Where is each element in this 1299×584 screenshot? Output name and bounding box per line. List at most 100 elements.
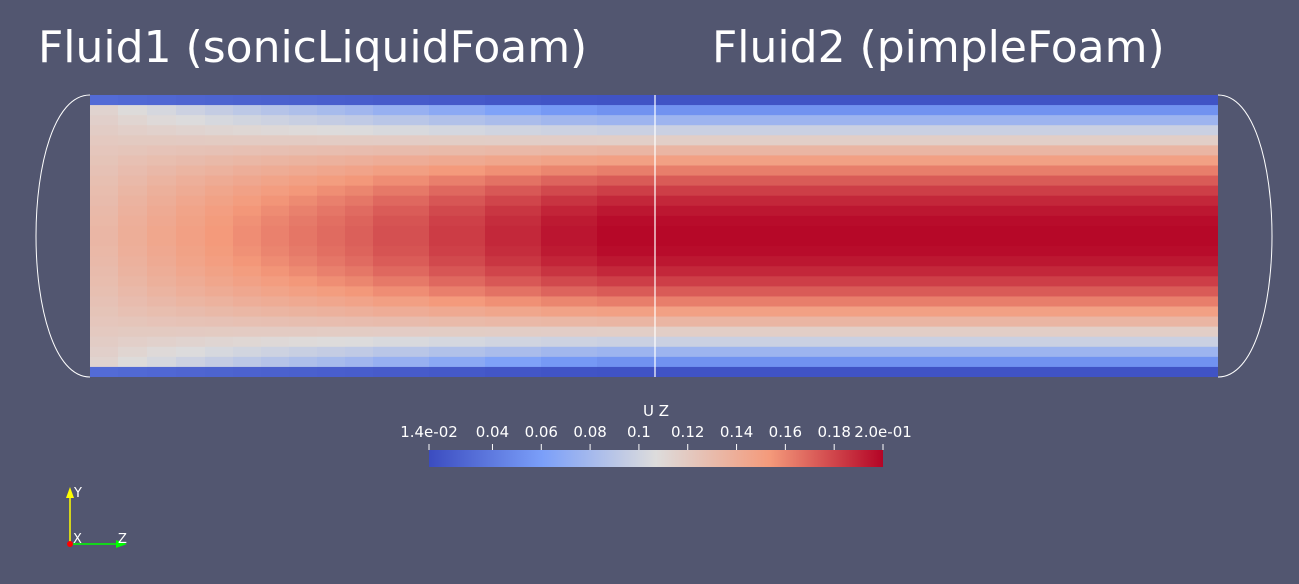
field-cell [877, 236, 934, 247]
field-cell [118, 236, 148, 247]
field-cell [317, 165, 346, 177]
field-cell [373, 135, 430, 146]
field-cell [989, 316, 1046, 328]
field-cell [345, 266, 374, 277]
field-cell [1213, 185, 1218, 197]
field-cell [233, 336, 262, 348]
field-cell [1101, 356, 1158, 368]
field-cell [877, 145, 934, 157]
field-cell [429, 185, 486, 197]
field-cell [1213, 336, 1218, 348]
field-cell [653, 145, 710, 157]
field-cell [90, 366, 119, 377]
field-cell [877, 225, 934, 237]
field-cell [821, 336, 878, 348]
field-cell [1157, 276, 1214, 287]
field-cell [1213, 165, 1218, 177]
field-cell [205, 366, 234, 377]
field-cell [877, 346, 934, 358]
field-cell [709, 125, 766, 136]
field-cell [653, 205, 710, 217]
field-cell [233, 316, 262, 328]
field-cell [597, 356, 654, 368]
field-cell [317, 276, 346, 287]
field-cell [90, 105, 119, 116]
field-cell [765, 205, 822, 217]
field-cell [765, 165, 822, 177]
field-cell [90, 346, 119, 358]
field-cell [289, 165, 318, 177]
field-cell [345, 276, 374, 287]
field-cell [373, 286, 430, 298]
field-cell [821, 115, 878, 126]
field-cell [429, 195, 486, 207]
field-cell [1157, 316, 1214, 328]
field-cell [1045, 296, 1102, 308]
field-cell [485, 215, 542, 227]
field-cell [317, 266, 346, 277]
field-cell [765, 125, 822, 136]
field-cell [90, 195, 119, 207]
field-cell [1157, 266, 1214, 277]
field-cell [1157, 246, 1214, 257]
field-cell [373, 155, 430, 167]
field-cell [1045, 336, 1102, 348]
field-cell [765, 296, 822, 308]
field-cell [176, 356, 206, 368]
field-cell [261, 336, 290, 348]
field-cell [541, 185, 598, 197]
field-cell [821, 175, 878, 187]
field-cell [1101, 145, 1158, 157]
field-cell [176, 175, 206, 187]
field-cell [147, 155, 177, 167]
field-cell [1045, 286, 1102, 298]
field-cell [205, 246, 234, 257]
field-cell [205, 336, 234, 348]
field-cell [709, 155, 766, 167]
field-cell [289, 346, 318, 358]
field-cell [118, 205, 148, 217]
field-cell [485, 205, 542, 217]
field-cell [1157, 185, 1214, 197]
field-cell [1213, 145, 1218, 157]
field-cell [933, 95, 990, 106]
field-cell [289, 195, 318, 207]
field-cell [989, 276, 1046, 287]
field-cell [485, 95, 542, 106]
field-cell [1157, 256, 1214, 267]
field-cell [1157, 155, 1214, 167]
field-cell [709, 175, 766, 187]
field-cell [118, 185, 148, 197]
field-cell [147, 336, 177, 348]
field-cell [1101, 236, 1158, 247]
field-cell [933, 366, 990, 377]
field-cell [877, 256, 934, 267]
field-cell [597, 366, 654, 377]
field-cell [176, 165, 206, 177]
field-cell [176, 145, 206, 157]
field-cell [147, 286, 177, 298]
field-cell [541, 356, 598, 368]
field-cell [877, 316, 934, 328]
field-cell [485, 296, 542, 308]
field-cell [653, 125, 710, 136]
field-cell [233, 326, 262, 338]
field-cell [597, 175, 654, 187]
field-cell [317, 236, 346, 247]
field-cell [821, 366, 878, 377]
field-cell [1045, 215, 1102, 227]
field-cell [485, 336, 542, 348]
field-cell [261, 135, 290, 146]
field-cell [541, 326, 598, 338]
field-cell [317, 215, 346, 227]
field-cell [765, 346, 822, 358]
field-cell [429, 246, 486, 257]
field-cell [429, 175, 486, 187]
field-cell [653, 356, 710, 368]
field-cell [429, 346, 486, 358]
field-cell [317, 95, 346, 106]
field-cell [653, 155, 710, 167]
field-cell [541, 276, 598, 287]
field-cell [147, 105, 177, 116]
